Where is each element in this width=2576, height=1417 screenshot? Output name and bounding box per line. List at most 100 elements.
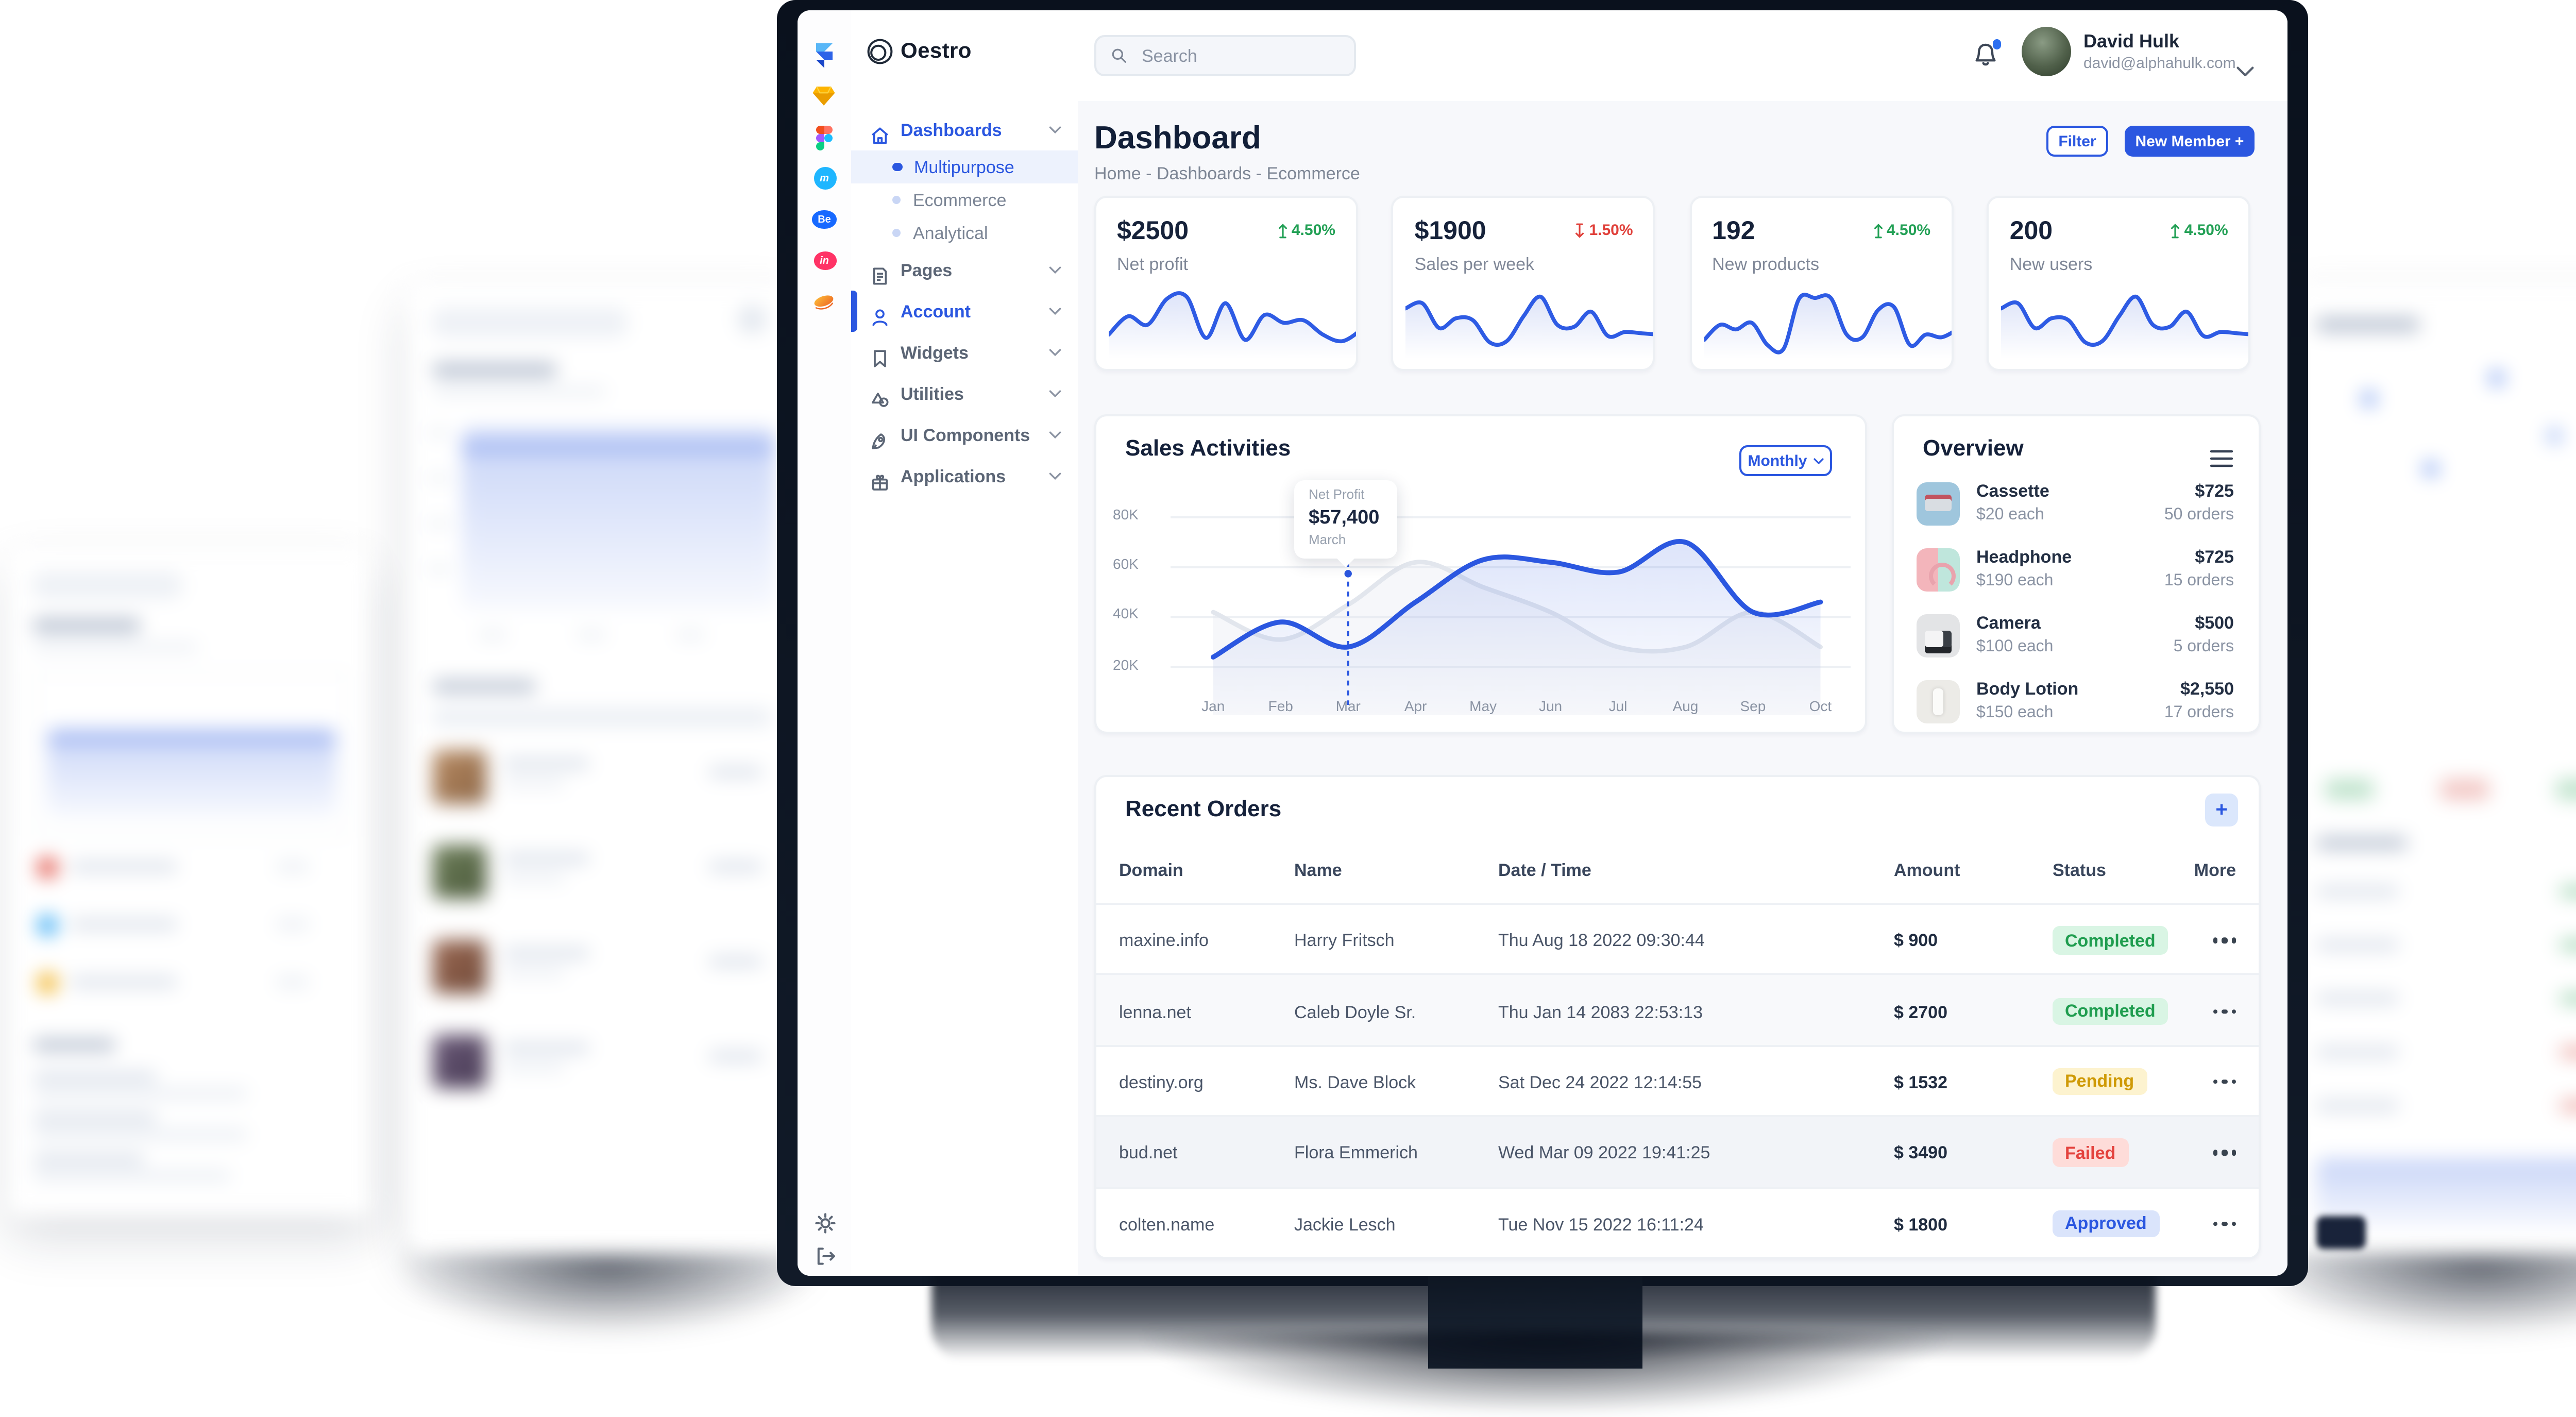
brand-logo[interactable]: Oestro	[866, 37, 972, 66]
content: Dashboard Home - Dashboards - Ecommerce …	[1078, 101, 2287, 1276]
user-avatar	[2022, 27, 2071, 76]
brand-name: Oestro	[901, 39, 972, 64]
sidebar-item-utilities[interactable]: Utilities	[851, 373, 1078, 414]
sidebar-subitem-multipurpose[interactable]: Multipurpose	[851, 150, 1078, 183]
invision-icon[interactable]: in	[812, 249, 836, 273]
notification-unread-dot	[1992, 39, 2001, 48]
tooltip-value: $57,400	[1309, 507, 1380, 530]
x-axis-tick: Apr	[1404, 701, 1427, 715]
sidebar-item-applications[interactable]: Applications	[851, 456, 1078, 497]
monitor-stand-base	[1146, 1331, 1945, 1414]
blurred-screen-left-mid	[408, 284, 795, 1253]
search-input[interactable]	[1138, 43, 1340, 68]
chevron-down-icon	[1049, 266, 1061, 274]
app-switcher-rail: m Be in	[798, 10, 853, 1276]
arrow-up-icon	[1278, 223, 1286, 238]
arrow-up-icon	[1873, 223, 1882, 238]
x-axis-tick: Aug	[1672, 701, 1699, 715]
column-header-name: Name	[1294, 859, 1342, 880]
order-table-row: colten.name Jackie Lesch Tue Nov 15 2022…	[1096, 1186, 2259, 1259]
blurred-dark-tag	[2316, 1216, 2366, 1249]
x-axis-tick: May	[1469, 701, 1497, 715]
framer-icon[interactable]	[812, 43, 836, 68]
y-axis-tick: 40K	[1113, 609, 1139, 623]
bullet-dot-icon	[892, 196, 901, 204]
search-box	[1094, 35, 1356, 76]
chevron-down-icon	[1049, 431, 1061, 439]
status-badge: Failed	[2053, 1139, 2128, 1167]
stat-sparkline	[1704, 293, 1952, 359]
column-header-status: Status	[2053, 859, 2106, 880]
recent-orders-title: Recent Orders	[1125, 798, 1282, 822]
chevron-down-icon	[1049, 308, 1061, 315]
new-member-button[interactable]: New Member +	[2125, 126, 2255, 157]
sidebar-item-pages[interactable]: Pages	[851, 249, 1078, 291]
order-table-row: bud.net Flora Emmerich Wed Mar 09 2022 1…	[1096, 1115, 2259, 1189]
sidebar-subitem-analytical[interactable]: Analytical	[851, 216, 1078, 249]
overview-item-cassette: Cassette $20 each $725 50 orders	[1894, 474, 2259, 536]
add-order-button[interactable]: +	[2205, 794, 2238, 826]
x-axis-tick: Jan	[1201, 701, 1225, 715]
notifications-bell-icon[interactable]	[1972, 39, 2001, 70]
zeplin-icon[interactable]	[812, 291, 836, 314]
user-menu[interactable]: David Hulk david@alphahulk.com	[2022, 27, 2236, 76]
chevron-down-icon	[1049, 349, 1061, 357]
stat-sparkline	[2001, 294, 2249, 359]
period-selector-value: Monthly	[1748, 451, 1807, 470]
sidebar-subitem-ecommerce[interactable]: Ecommerce	[851, 183, 1078, 216]
tooltip-series-label: Net Profit	[1309, 488, 1365, 503]
row-more-button[interactable]	[2213, 1221, 2236, 1226]
row-more-button[interactable]	[2213, 937, 2236, 943]
topbar: David Hulk david@alphahulk.com	[1078, 10, 2287, 103]
sketch-icon[interactable]	[812, 85, 836, 108]
recent-orders-card: Recent Orders + Domain Name Date / Time Amo…	[1094, 775, 2261, 1259]
x-axis-tick: Feb	[1268, 701, 1293, 715]
y-axis-tick: 20K	[1113, 659, 1139, 673]
page-title: Dashboard	[1094, 122, 1261, 157]
order-table-row: destiny.org Ms. Dave Block Sat Dec 24 20…	[1096, 1044, 2259, 1118]
settings-icon[interactable]	[813, 1208, 836, 1234]
row-more-button[interactable]	[2213, 1150, 2236, 1156]
stat-card-new-products: 192 4.50% New products	[1689, 196, 1954, 371]
overview-menu-icon[interactable]	[2209, 441, 2234, 467]
stat-sparkline	[1406, 294, 1654, 359]
sidebar-item-widgets[interactable]: Widgets	[851, 332, 1078, 373]
sidebar-item-account[interactable]: Account	[851, 291, 1078, 332]
ui-icon	[870, 425, 890, 449]
overview-item-camera: Camera $100 each $500 5 orders	[1894, 606, 2259, 668]
overview-title: Overview	[1923, 437, 2024, 462]
bullet-dot-icon	[892, 229, 901, 237]
stat-delta: 1.50%	[1574, 221, 1633, 239]
user-menu-chevron-down-icon[interactable]	[2236, 49, 2255, 76]
tooltip-month: March	[1309, 534, 1346, 548]
marvel-icon[interactable]: m	[812, 167, 836, 191]
sidebar-item-dashboards[interactable]: Dashboards	[851, 109, 1078, 150]
status-badge: Completed	[2053, 997, 2168, 1025]
product-thumbnail	[1917, 482, 1960, 526]
blurred-screen-left-far	[8, 548, 371, 1216]
brand-logo-icon	[867, 39, 893, 64]
x-axis-tick: Mar	[1335, 701, 1361, 715]
order-table-row: lenna.net Caleb Doyle Sr. Thu Jan 14 208…	[1096, 973, 2259, 1047]
home-icon	[870, 120, 890, 144]
order-table-row: maxine.info Harry Fritsch Thu Aug 18 202…	[1096, 903, 2259, 976]
column-header-date-time: Date / Time	[1498, 859, 1591, 880]
row-more-button[interactable]	[2213, 1079, 2236, 1085]
product-thumbnail	[1917, 548, 1960, 592]
stat-delta: 4.50%	[2170, 221, 2228, 239]
row-more-button[interactable]	[2213, 1008, 2236, 1014]
dashboard-app-window: m Be in Oestro Dashbo	[798, 10, 2287, 1276]
arrow-down-icon	[1575, 222, 1584, 237]
filter-button[interactable]: Filter	[2046, 126, 2108, 157]
x-axis-tick: Jul	[1608, 701, 1628, 715]
sidebar-item-ui-components[interactable]: UI Components	[851, 414, 1078, 456]
search-icon	[1112, 48, 1126, 63]
logout-icon[interactable]	[813, 1241, 836, 1265]
pages-icon	[870, 260, 890, 285]
utilities-icon	[870, 383, 890, 407]
behance-icon[interactable]: Be	[812, 208, 836, 232]
figma-icon[interactable]	[812, 125, 836, 150]
stat-card-net-profit: $2500 4.50% Net profit	[1094, 196, 1358, 371]
period-selector[interactable]: Monthly	[1739, 445, 1832, 476]
